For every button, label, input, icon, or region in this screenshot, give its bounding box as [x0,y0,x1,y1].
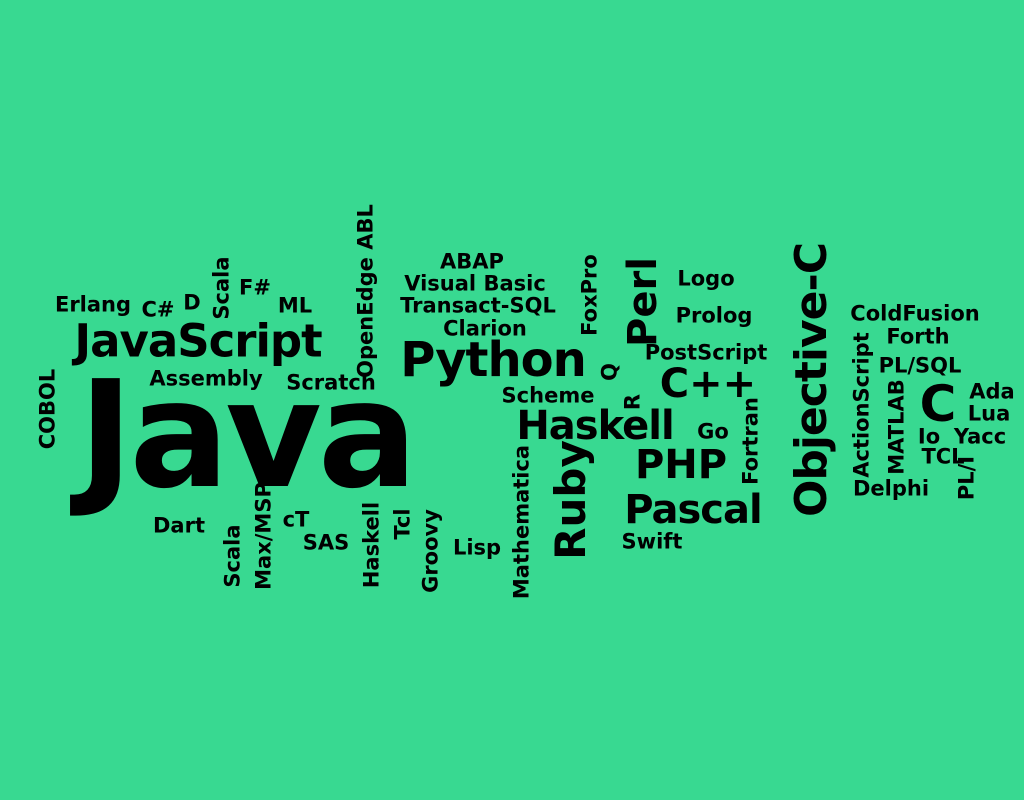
word-max-msp: Max/MSP [251,482,276,590]
word-tcl-upper: TCL [921,444,965,469]
word-c: C [919,375,957,433]
word-scheme: Scheme [501,383,595,408]
word-perl: Perl [620,257,666,347]
word-pl-i: PL/I [954,455,979,501]
word-clarion: Clarion [443,316,527,341]
word-pascal: Pascal [624,487,762,533]
word-sas: SAS [302,530,350,555]
word-fsharp: F# [239,275,271,300]
word-ml: ML [277,293,313,318]
word-scala-upper: Scala [209,256,234,320]
word-scala-lower: Scala [220,524,245,588]
word-postscript: PostScript [644,340,768,365]
word-haskell-large: Haskell [516,403,674,449]
word-mathematica: Mathematica [509,444,534,600]
word-prolog: Prolog [675,303,753,328]
word-matlab: MATLAB [884,379,909,475]
word-cpp: C++ [659,361,757,407]
word-tcl-lower: Tcl [390,508,415,540]
word-java: Java [78,349,417,521]
word-go: Go [697,419,729,444]
word-assembly: Assembly [149,366,263,391]
word-io: Io [917,424,941,449]
word-cobol: COBOL [35,368,60,450]
word-visual-basic: Visual Basic [404,271,546,296]
word-forth: Forth [886,324,950,349]
word-erlang: Erlang [54,292,132,317]
word-foxpro: FoxPro [577,254,602,336]
word-pl-sql: PL/SQL [878,353,962,378]
word-actionscript: ActionScript [849,332,874,478]
word-coldfusion: ColdFusion [850,301,980,326]
word-delphi: Delphi [852,476,930,501]
word-python: Python [400,332,587,388]
word-groovy: Groovy [418,509,443,593]
word-transact-sql: Transact-SQL [400,293,556,318]
word-openedge-abl: OpenEdge ABL [353,204,378,378]
word-logo: Logo [677,266,735,291]
word-lua: Lua [967,401,1011,426]
word-ct: cT [282,507,310,532]
word-yacc: Yacc [953,424,1007,449]
word-haskell-small: Haskell [359,501,384,589]
word-swift: Swift [621,529,683,554]
word-csharp: C# [141,297,175,322]
word-r: R [620,393,645,411]
word-objective-c: Objective-C [786,242,837,518]
word-q: Q [597,363,622,381]
word-javascript: JavaScript [74,314,322,368]
word-ruby: Ruby [546,440,595,560]
word-php: PHP [634,442,728,488]
word-lisp: Lisp [452,535,502,560]
word-d: D [183,290,201,315]
word-abap: ABAP [440,249,504,274]
word-dart: Dart [153,513,205,538]
word-ada: Ada [969,379,1015,404]
word-scratch: Scratch [286,370,376,395]
word-fortran: Fortran [738,397,763,485]
